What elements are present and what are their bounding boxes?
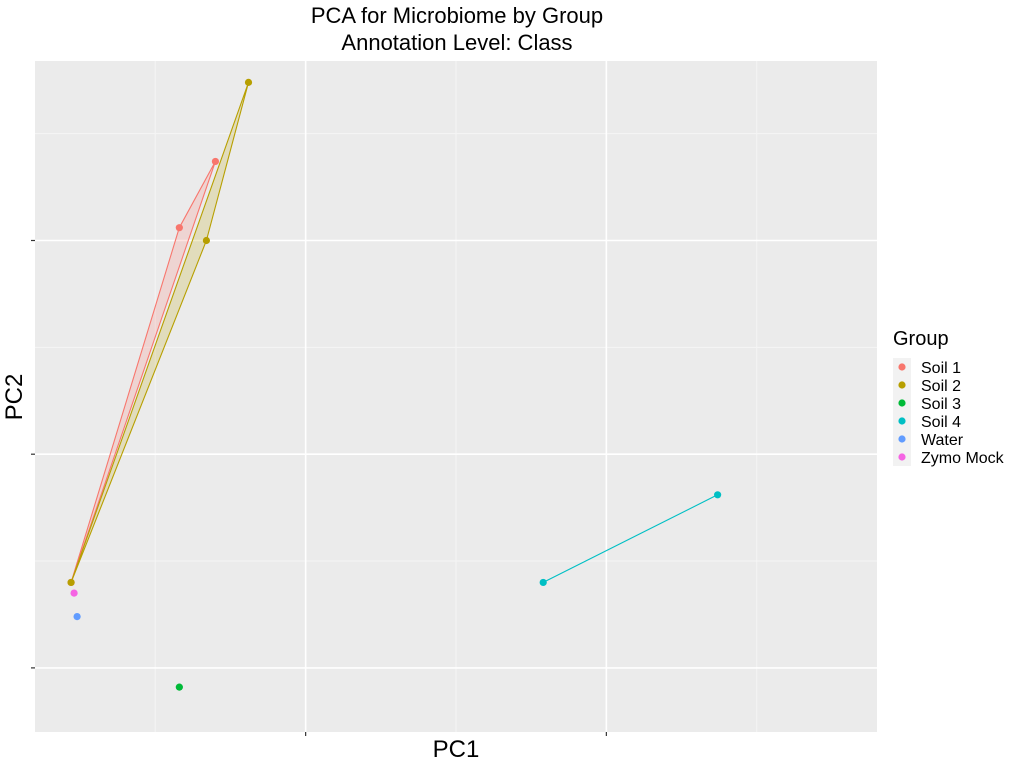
legend-label-soil-3: Soil 3 <box>921 396 961 413</box>
legend-label-soil-2: Soil 2 <box>921 378 961 395</box>
legend-dot-zymo-mock <box>898 453 906 461</box>
group-hulls <box>70 81 719 583</box>
chart-subtitle: Annotation Level: Class <box>341 30 572 55</box>
legend-dot-soil-1 <box>898 363 906 371</box>
chart-title: PCA for Microbiome by Group <box>311 3 603 28</box>
point-soil-2-1 <box>202 236 211 245</box>
legend-label-soil-1: Soil 1 <box>921 360 961 377</box>
y-axis-label: PC2 <box>1 374 28 421</box>
point-soil-1-1 <box>175 224 183 232</box>
hull-soil-1 <box>70 160 216 583</box>
hull-soil-2 <box>70 81 250 583</box>
legend-dot-soil-3 <box>898 399 906 407</box>
legend-label-zymo-mock: Zymo Mock <box>921 450 1005 467</box>
legend-label-soil-4: Soil 4 <box>921 414 961 431</box>
point-water-0 <box>73 613 81 621</box>
point-soil-2-0 <box>67 578 75 587</box>
data-points <box>67 78 722 691</box>
point-soil-4-0 <box>539 578 547 587</box>
legend-title: Group <box>893 328 949 350</box>
legend-dot-soil-2 <box>898 381 906 389</box>
point-soil-3-0 <box>175 683 183 691</box>
x-axis-label: PC1 <box>433 736 480 763</box>
axis-ticks <box>31 239 607 736</box>
point-soil-2-2 <box>244 78 253 86</box>
point-zymo-mock-0 <box>70 589 78 597</box>
point-soil-4-1 <box>714 491 722 499</box>
legend-label-water: Water <box>921 432 964 449</box>
legend-dot-soil-4 <box>898 417 906 425</box>
legend-dot-water <box>898 435 906 443</box>
point-soil-1-2 <box>211 157 220 166</box>
